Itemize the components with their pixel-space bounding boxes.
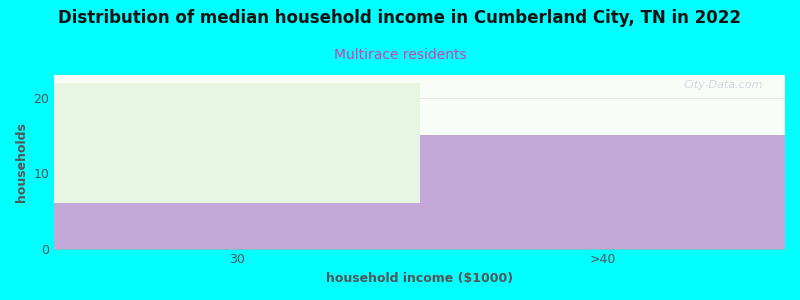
Y-axis label: households: households <box>15 122 28 202</box>
Text: City-Data.com: City-Data.com <box>683 80 763 90</box>
Text: Distribution of median household income in Cumberland City, TN in 2022: Distribution of median household income … <box>58 9 742 27</box>
Bar <box>54 203 420 249</box>
Bar <box>420 135 785 249</box>
Text: Multirace residents: Multirace residents <box>334 48 466 62</box>
Bar <box>54 82 420 203</box>
X-axis label: household income ($1000): household income ($1000) <box>326 272 514 285</box>
